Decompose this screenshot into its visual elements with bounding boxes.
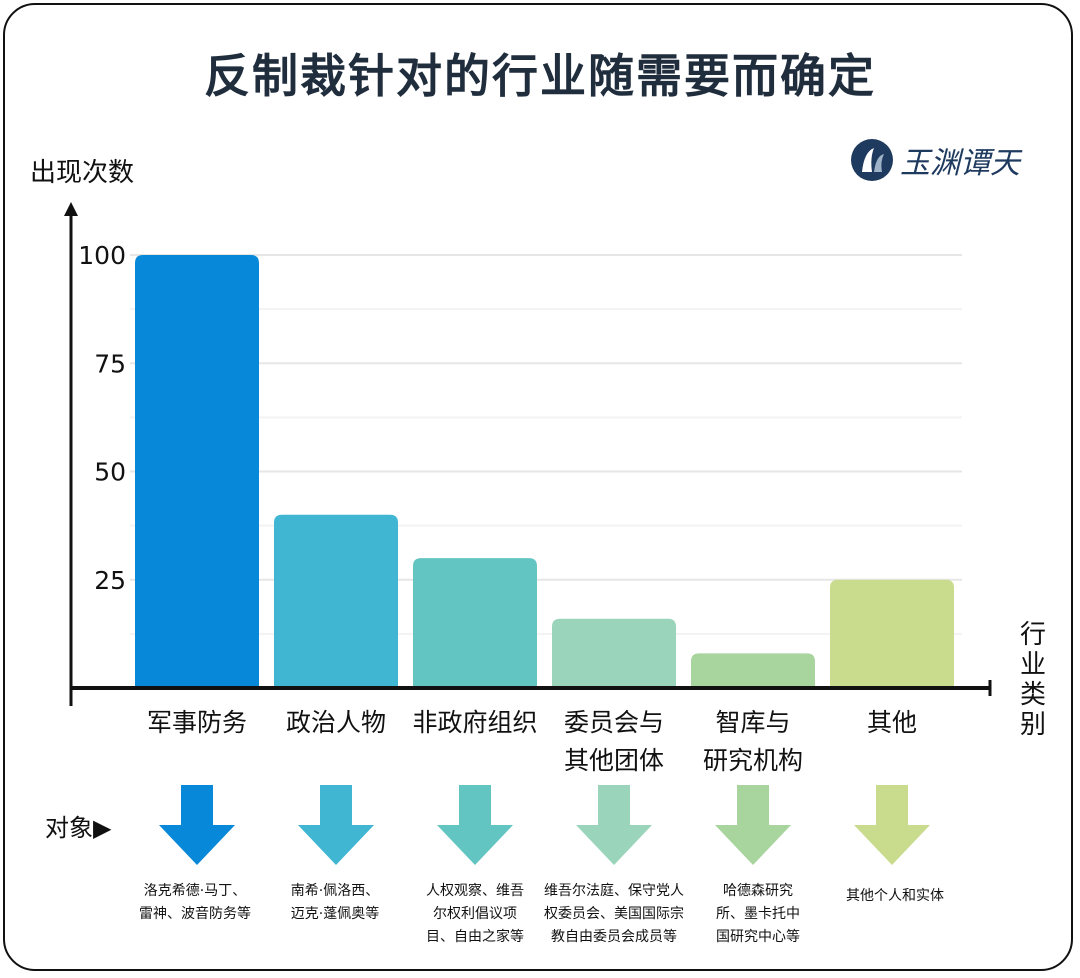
x-tick-label-line: 委员会与 xyxy=(563,708,664,737)
x-tick-label: 其他 xyxy=(817,704,967,742)
down-arrow-icon xyxy=(715,785,791,865)
target-description-line: 人权观察、维吾 xyxy=(426,883,524,899)
x-tick-label: 军事防务 xyxy=(122,704,272,742)
down-arrow-icon xyxy=(298,785,374,865)
x-tick-label: 政治人物 xyxy=(261,704,411,742)
target-description-line: 雷神、波音防务等 xyxy=(139,906,251,922)
logo-emblem-icon xyxy=(851,139,893,181)
bar xyxy=(552,618,676,688)
target-description-line: 其他个人和实体 xyxy=(846,888,944,904)
y-tick-label: 25 xyxy=(94,566,126,595)
bar xyxy=(135,255,259,688)
x-tick-label: 委员会与 其他团体 xyxy=(539,704,689,780)
target-description-line: 教自由委员会成员等 xyxy=(551,929,677,945)
target-description: 维吾尔法庭、保守党人 权委员会、美国国际宗 教自由委员会成员等 xyxy=(534,880,694,949)
x-tick-label-line: 其他 xyxy=(866,708,917,737)
targets-label: 对象▶ xyxy=(45,814,112,842)
x-tick-label-line: 其他团体 xyxy=(563,746,664,775)
bar xyxy=(274,514,398,688)
y-tick-label: 75 xyxy=(94,349,126,378)
target-description-line: 哈德森研究 xyxy=(723,883,793,899)
x-axis-label: 行业类别 xyxy=(1020,620,1047,740)
x-tick-label: 非政府组织 xyxy=(400,704,550,742)
target-description: 洛克希德·马丁、 雷神、波音防务等 xyxy=(115,880,275,926)
target-description-line: 权委员会、美国国际宗 xyxy=(544,906,684,922)
down-arrow-icon xyxy=(159,785,235,865)
chart-title: 反制裁针对的行业随需要而确定 xyxy=(204,49,876,103)
target-description: 人权观察、维吾 尔权利倡议项 目、自由之家等 xyxy=(395,880,555,949)
target-description: 其他个人和实体 xyxy=(815,885,975,908)
target-description-line: 所、墨卡托中 xyxy=(716,906,800,922)
down-arrow-icon xyxy=(854,785,930,865)
x-tick-label-line: 研究机构 xyxy=(702,746,803,775)
target-description-line: 迈克·蓬佩奥等 xyxy=(290,906,380,922)
x-tick-label-line: 政治人物 xyxy=(285,708,386,737)
target-description-line: 洛克希德·马丁、 xyxy=(143,883,247,899)
target-description-line: 国研究中心等 xyxy=(716,929,800,945)
bar xyxy=(413,558,537,688)
bar xyxy=(830,579,954,688)
bar xyxy=(691,653,815,688)
down-arrow-icon xyxy=(437,785,513,865)
y-axis-arrow-icon xyxy=(64,202,78,216)
target-description-line: 尔权利倡议项 xyxy=(433,906,517,922)
logo: 玉渊谭天 xyxy=(850,138,1020,182)
target-description-line: 南希·佩洛西、 xyxy=(290,883,380,899)
x-tick-label: 智库与 研究机构 xyxy=(678,704,828,780)
target-description-line: 目、自由之家等 xyxy=(426,929,524,945)
x-tick-label-line: 非政府组织 xyxy=(412,708,538,737)
x-tick-label-line: 智库与 xyxy=(715,708,791,737)
x-tick-label-line: 军事防务 xyxy=(146,708,247,737)
y-tick-label: 100 xyxy=(78,241,126,270)
y-axis-label: 出现次数 xyxy=(30,158,135,188)
y-tick-label: 50 xyxy=(94,458,126,487)
logo-text: 玉渊谭天 xyxy=(900,146,1020,181)
chart-frame xyxy=(3,3,1073,971)
target-description: 哈德森研究所、墨卡托中 国研究中心等 xyxy=(678,880,838,949)
down-arrow-icon xyxy=(576,785,652,865)
target-description: 南希·佩洛西、 迈克·蓬佩奥等 xyxy=(255,880,415,926)
target-description-line: 维吾尔法庭、保守党人 xyxy=(544,883,684,899)
